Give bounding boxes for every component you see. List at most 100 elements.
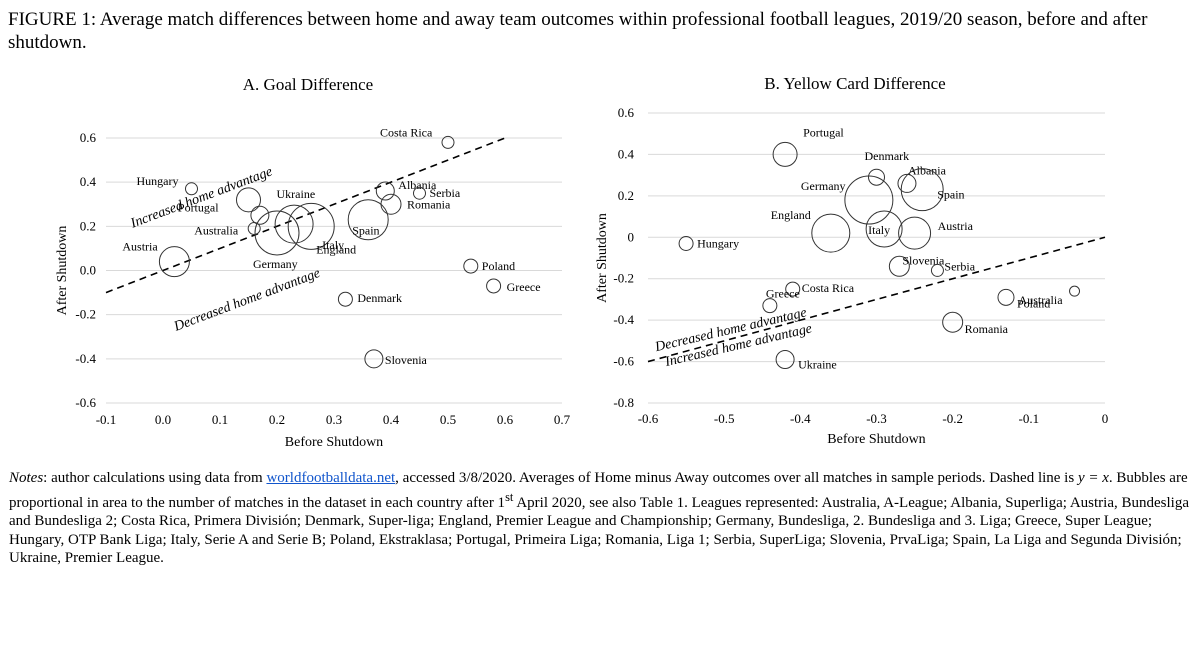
bubble-label: Hungary	[697, 237, 739, 251]
x-tick-label: 0	[1102, 411, 1109, 426]
y-tick-label: 0.6	[618, 105, 635, 120]
panel-title: A. Goal Difference	[243, 75, 373, 94]
bubble-label: Greece	[766, 287, 800, 301]
y-tick-label: -0.8	[613, 395, 634, 410]
bubble	[274, 204, 314, 244]
y-axis-title: After Shutdown	[55, 226, 70, 316]
bubble-label: Australia	[194, 224, 239, 238]
notes-text-3: . Bubbles are proportional in area to th…	[9, 470, 1188, 511]
bubble	[930, 263, 944, 277]
bubble	[413, 186, 426, 200]
bubble	[811, 213, 851, 253]
y-tick-label: 0.4	[80, 174, 97, 189]
bubble	[844, 175, 894, 225]
bubble-label: Australia	[1019, 293, 1064, 307]
notes-equation: y = x	[1077, 470, 1109, 486]
goal-difference-chart: -0.6 -0.4 -0.2 0.0 0.2 0.4 0.6 -0.1 0.0 0.1 0.2 0.3…	[55, 75, 571, 450]
bubble	[865, 210, 903, 248]
x-tick-label: 0.4	[383, 412, 400, 427]
bubble-label: England	[771, 208, 811, 222]
notes-text-1: : author calculations using data from	[43, 470, 267, 486]
bubble	[364, 349, 384, 369]
x-tick-label: 0.7	[554, 412, 571, 427]
bubble	[942, 311, 964, 333]
x-tick-label: 0.0	[155, 412, 171, 427]
bubble	[247, 222, 261, 236]
bubble-label: Albania	[908, 163, 947, 177]
notes-text-4: April 2020, see also Table 1. Leagues re…	[9, 494, 1189, 567]
y-tick-label: 0.2	[80, 218, 96, 233]
bubble-label: Germany	[253, 257, 298, 271]
yellow-card-difference-chart: -0.8 -0.6 -0.4 -0.2 0 0.2 0.4 0.6 -0.6 -0.5 -0.4 -0…	[595, 74, 1109, 447]
bubble-label: Costa Rica	[802, 281, 855, 295]
bubble	[898, 216, 932, 250]
y-tick-label: 0.2	[618, 188, 634, 203]
bubble	[185, 182, 198, 196]
x-axis-title: Before Shutdown	[285, 435, 383, 450]
bubble-label: Slovenia	[902, 253, 945, 267]
panel-title: B. Yellow Card Difference	[764, 74, 945, 93]
x-tick-label: -0.2	[942, 411, 963, 426]
y-tick-label: 0	[628, 229, 635, 244]
figure-title: FIGURE 1: Average match differences betw…	[8, 9, 1148, 53]
bubble	[250, 205, 270, 225]
bubble-label: Costa Rica	[380, 125, 433, 139]
bubble	[775, 350, 795, 369]
bubble-label: Austria	[122, 240, 158, 254]
x-tick-label: 0.2	[269, 412, 285, 427]
bubble	[236, 187, 261, 213]
bubble	[785, 281, 801, 297]
bubble	[441, 135, 455, 149]
figure-notes: Notes: author calculations using data fr…	[9, 469, 1191, 568]
notes-superscript: st	[505, 489, 514, 504]
y-tick-label: -0.4	[613, 312, 634, 327]
bubble	[347, 199, 389, 241]
bubble-label: Hungary	[137, 174, 179, 188]
bubble-label: Poland	[482, 259, 515, 273]
bubble	[287, 202, 335, 250]
bubble-label: Italy	[322, 238, 344, 252]
x-tick-label: 0.1	[212, 412, 228, 427]
bubble-label: Albania	[398, 178, 437, 192]
x-tick-label: -0.6	[638, 411, 659, 426]
bubble	[463, 258, 479, 274]
bubble	[888, 255, 910, 277]
x-tick-label: -0.3	[866, 411, 887, 426]
x-tick-label: -0.1	[1019, 411, 1040, 426]
bubble-label: Austria	[938, 219, 974, 233]
bubble-label: Slovenia	[385, 353, 428, 367]
bubble-label: Spain	[352, 224, 379, 238]
bubble	[337, 291, 353, 307]
bubble	[997, 288, 1015, 306]
reference-line	[647, 236, 1106, 363]
bubble-label: England	[316, 242, 356, 256]
notes-text-2: , accessed 3/8/2020. Averages of Home mi…	[395, 470, 1078, 486]
source-link[interactable]: worldfootballdata.net	[266, 470, 396, 486]
x-tick-label: -0.4	[790, 411, 811, 426]
bubble-label: Poland	[1017, 296, 1050, 310]
bubble	[868, 168, 885, 186]
bubble-label: Germany	[801, 179, 846, 193]
bubble-label: Serbia	[430, 186, 461, 200]
y-tick-label: 0.4	[618, 146, 635, 161]
x-axis-title: Before Shutdown	[827, 432, 925, 447]
bubble-label: Denmark	[357, 291, 402, 305]
bubble	[772, 141, 798, 167]
bubble-label: Denmark	[865, 149, 910, 163]
bubble	[678, 236, 694, 251]
y-tick-label: 0.6	[80, 130, 97, 145]
y-tick-label: -0.2	[613, 271, 634, 286]
bubble-label: Romania	[407, 197, 451, 211]
bubble-label: Greece	[507, 280, 541, 294]
bubble	[897, 173, 917, 193]
bubble	[900, 168, 944, 212]
bubble-label: Ukraine	[798, 358, 837, 372]
bubble	[486, 278, 502, 294]
y-tick-label: 0.0	[80, 263, 96, 278]
bubble-label: Portugal	[803, 125, 844, 139]
notes-lead: Notes	[9, 470, 44, 486]
bubble-label: Spain	[937, 188, 964, 202]
bubble-label: Italy	[868, 223, 890, 237]
bubble	[762, 298, 778, 314]
y-tick-label: -0.4	[75, 351, 96, 366]
